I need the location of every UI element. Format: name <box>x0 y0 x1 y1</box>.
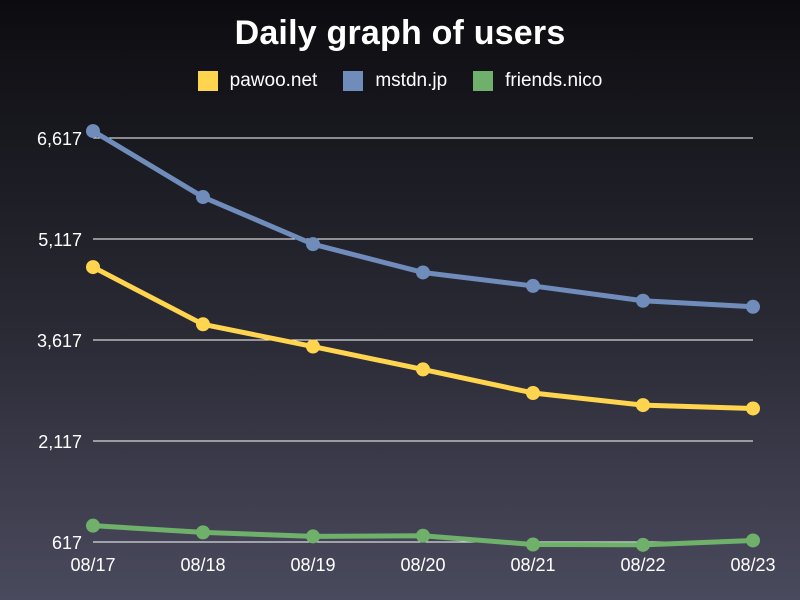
data-point <box>526 537 540 552</box>
data-point <box>746 401 760 416</box>
data-point <box>196 525 210 540</box>
gridlines <box>93 137 753 543</box>
legend-item-friends: friends.nico <box>473 70 602 92</box>
x-tick-label: 08/20 <box>400 555 445 575</box>
data-point <box>636 537 650 552</box>
series-line-1 <box>90 128 756 310</box>
y-tick-label: 617 <box>52 533 82 553</box>
y-tick-label: 6,617 <box>37 129 82 149</box>
legend-swatch-pawoo <box>197 71 218 91</box>
x-axis-ticks: 08/17 08/18 08/19 08/20 08/21 08/22 08/23 <box>70 555 775 575</box>
x-tick-label: 08/19 <box>290 555 335 575</box>
legend-label-mstdn: mstdn.jp <box>375 70 448 91</box>
data-point <box>196 190 210 205</box>
chart-title: Daily graph of users <box>234 14 566 52</box>
data-point <box>746 533 760 548</box>
legend-label-pawoo: pawoo.net <box>229 70 318 91</box>
data-point <box>636 398 650 413</box>
legend-item-mstdn: mstdn.jp <box>343 70 447 92</box>
data-point <box>636 293 650 308</box>
legend-item-pawoo: pawoo.net <box>197 70 318 92</box>
y-axis-ticks: 617 2,117 3,617 5,117 6,617 <box>37 129 82 553</box>
x-tick-label: 08/18 <box>180 555 225 575</box>
data-point <box>86 124 100 139</box>
legend-label-friends: friends.nico <box>505 70 603 91</box>
legend: pawoo.net mstdn.jp friends.nico <box>0 70 800 92</box>
series-lines <box>86 124 760 552</box>
x-tick-label: 08/23 <box>730 555 775 575</box>
data-point <box>306 339 320 354</box>
data-point <box>416 265 430 280</box>
data-point <box>86 260 100 275</box>
series-line-0 <box>90 264 756 411</box>
y-tick-label: 2,117 <box>38 432 82 452</box>
x-tick-label: 08/21 <box>510 555 555 575</box>
data-point <box>526 385 540 400</box>
legend-swatch-friends <box>473 71 494 91</box>
data-point <box>416 528 430 543</box>
data-point <box>196 317 210 332</box>
data-point <box>526 278 540 293</box>
data-point <box>416 362 430 377</box>
y-tick-label: 5,117 <box>38 230 82 250</box>
y-tick-label: 3,617 <box>37 331 82 351</box>
data-point <box>306 529 320 544</box>
x-tick-label: 08/17 <box>70 555 115 575</box>
data-point <box>306 237 320 252</box>
data-point <box>746 299 760 314</box>
legend-swatch-mstdn <box>343 71 364 91</box>
data-point <box>86 518 100 533</box>
x-tick-label: 08/22 <box>620 555 665 575</box>
